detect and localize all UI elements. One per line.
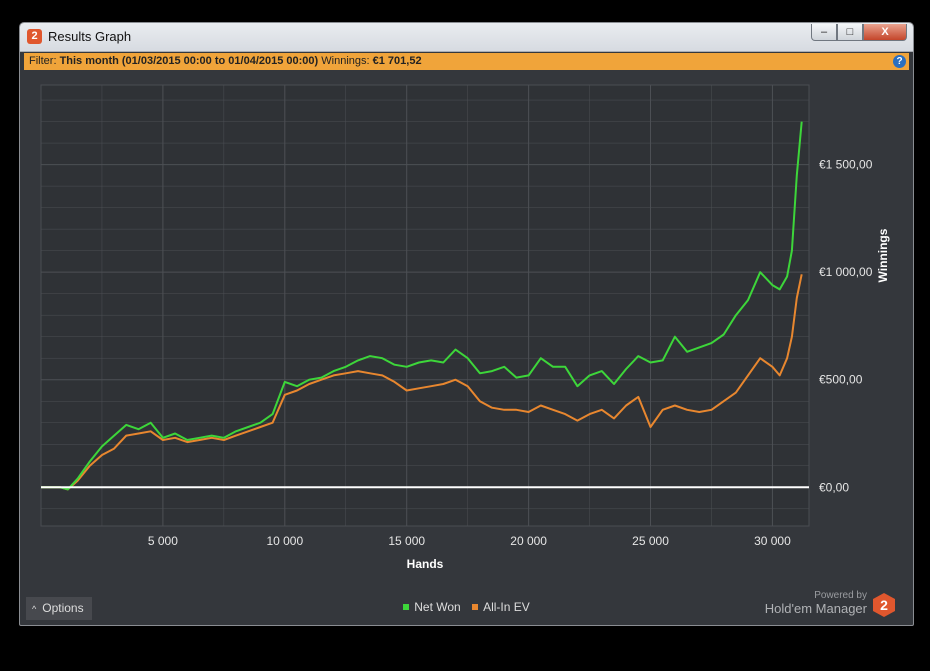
window-title: Results Graph (48, 29, 132, 44)
filter-prefix: Filter: (29, 55, 57, 67)
x-tick-label: 10 000 (266, 534, 303, 548)
chart-legend: Net Won All-In EV (20, 600, 913, 614)
x-tick-label: 30 000 (754, 534, 791, 548)
powered-by-label: Powered by (814, 590, 867, 601)
legend-item-net-won[interactable]: Net Won (403, 600, 461, 614)
plot-area (40, 84, 810, 527)
x-tick-label: 20 000 (510, 534, 547, 548)
y-tick-label: €1 000,00 (819, 265, 873, 279)
x-tick-label: 15 000 (388, 534, 425, 548)
brand-name: Hold'em Manager (764, 601, 867, 616)
hm-logo-icon: 2 (873, 593, 895, 617)
x-axis-title: Hands (407, 557, 444, 571)
chevron-up-icon: ^ (32, 604, 37, 614)
title-bar[interactable]: 2 Results Graph – □ X (20, 23, 913, 52)
legend-item-all-in-ev[interactable]: All-In EV (472, 600, 530, 614)
legend-label-all-in-ev: All-In EV (483, 600, 530, 614)
x-tick-label: 25 000 (632, 534, 669, 548)
y-tick-label: €500,00 (819, 373, 863, 387)
close-button[interactable]: X (863, 24, 907, 41)
legend-swatch-net-won (403, 603, 410, 610)
options-button[interactable]: ^ Options (26, 597, 92, 620)
legend-label-net-won: Net Won (414, 600, 461, 614)
filter-range: This month (01/03/2015 00:00 to 01/04/20… (59, 55, 319, 67)
winnings-label: Winnings: (321, 55, 370, 67)
legend-swatch-all-in-ev (472, 603, 479, 610)
window-controls: – □ X (811, 24, 907, 41)
x-tick-label: 5 000 (148, 534, 178, 548)
winnings-value: €1 701,52 (372, 55, 422, 67)
results-chart: 5 000 10 000 15 000 20 000 25 000 30 000 €0,00… (40, 84, 890, 571)
series-line-all-in-ev (41, 274, 803, 491)
maximize-button[interactable]: □ (837, 24, 863, 41)
help-icon[interactable]: ? (893, 55, 906, 68)
filter-bar: Filter: This month (01/03/2015 00:00 to … (24, 53, 909, 70)
series-line-net-won (41, 121, 803, 491)
app-logo-icon: 2 (27, 29, 42, 44)
y-tick-label: €1 500,00 (819, 158, 873, 172)
minimize-button[interactable]: – (811, 24, 837, 41)
results-graph-window: 2 Results Graph – □ X Filter: This month… (19, 22, 914, 626)
options-label: Options (42, 601, 84, 615)
y-tick-label: €0,00 (819, 480, 849, 494)
y-axis-title: Winnings (876, 228, 890, 282)
